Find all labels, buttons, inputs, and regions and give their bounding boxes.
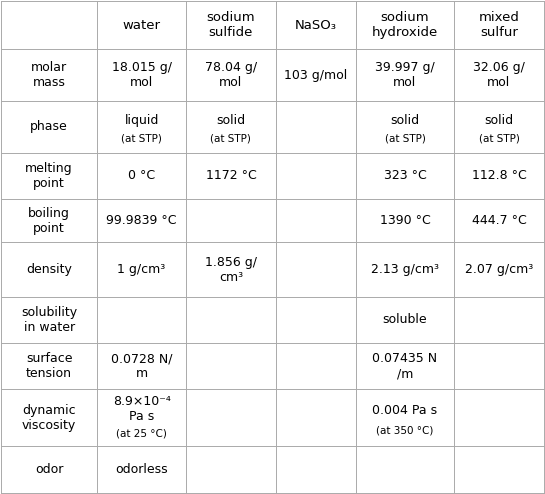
Text: solubility
in water: solubility in water <box>21 306 77 334</box>
Text: phase: phase <box>31 120 68 133</box>
Text: 2.07 g/cm³: 2.07 g/cm³ <box>465 263 533 276</box>
Text: (at STP): (at STP) <box>479 133 519 143</box>
Text: surface
tension: surface tension <box>26 352 72 380</box>
Text: sodium
sulfide: sodium sulfide <box>207 11 255 40</box>
Text: 0 °C: 0 °C <box>128 169 155 182</box>
Text: soluble: soluble <box>383 313 427 327</box>
Text: sodium
hydroxide: sodium hydroxide <box>372 11 438 40</box>
Text: 1390 °C: 1390 °C <box>380 214 431 227</box>
Text: (at STP): (at STP) <box>385 133 426 143</box>
Text: 323 °C: 323 °C <box>384 169 426 182</box>
Text: 2.13 g/cm³: 2.13 g/cm³ <box>371 263 439 276</box>
Text: 103 g/mol: 103 g/mol <box>284 69 347 82</box>
Text: odor: odor <box>35 463 63 476</box>
Text: solid: solid <box>390 114 420 127</box>
Text: water: water <box>123 19 161 32</box>
Text: 32.06 g/
mol: 32.06 g/ mol <box>473 61 525 89</box>
Text: liquid: liquid <box>124 114 159 127</box>
Text: odorless: odorless <box>115 463 168 476</box>
Text: 444.7 °C: 444.7 °C <box>471 214 526 227</box>
Text: 78.04 g/
mol: 78.04 g/ mol <box>205 61 257 89</box>
Text: 39.997 g/
mol: 39.997 g/ mol <box>375 61 435 89</box>
Text: 1172 °C: 1172 °C <box>205 169 256 182</box>
Text: (at STP): (at STP) <box>121 133 162 143</box>
Text: mixed
sulfur: mixed sulfur <box>479 11 519 40</box>
Text: density: density <box>26 263 72 276</box>
Text: 0.004 Pa s: 0.004 Pa s <box>372 405 438 417</box>
Text: 8.9×10⁻⁴
Pa s: 8.9×10⁻⁴ Pa s <box>113 395 171 423</box>
Text: melting
point: melting point <box>25 162 73 190</box>
Text: solid: solid <box>216 114 245 127</box>
Text: NaSO₃: NaSO₃ <box>295 19 337 32</box>
Text: solid: solid <box>485 114 513 127</box>
Text: 112.8 °C: 112.8 °C <box>471 169 526 182</box>
Text: dynamic
viscosity: dynamic viscosity <box>22 404 76 432</box>
Text: 0.07435 N
/m: 0.07435 N /m <box>372 352 438 380</box>
Text: 1 g/cm³: 1 g/cm³ <box>117 263 166 276</box>
Text: (at 350 °C): (at 350 °C) <box>376 425 434 435</box>
Text: (at STP): (at STP) <box>210 133 251 143</box>
Text: boiling
point: boiling point <box>28 206 70 235</box>
Text: 99.9839 °C: 99.9839 °C <box>106 214 177 227</box>
Text: 1.856 g/
cm³: 1.856 g/ cm³ <box>205 255 257 284</box>
Text: molar
mass: molar mass <box>31 61 67 89</box>
Text: (at 25 °C): (at 25 °C) <box>116 429 167 439</box>
Text: 0.0728 N/
m: 0.0728 N/ m <box>111 352 172 380</box>
Text: 18.015 g/
mol: 18.015 g/ mol <box>112 61 172 89</box>
